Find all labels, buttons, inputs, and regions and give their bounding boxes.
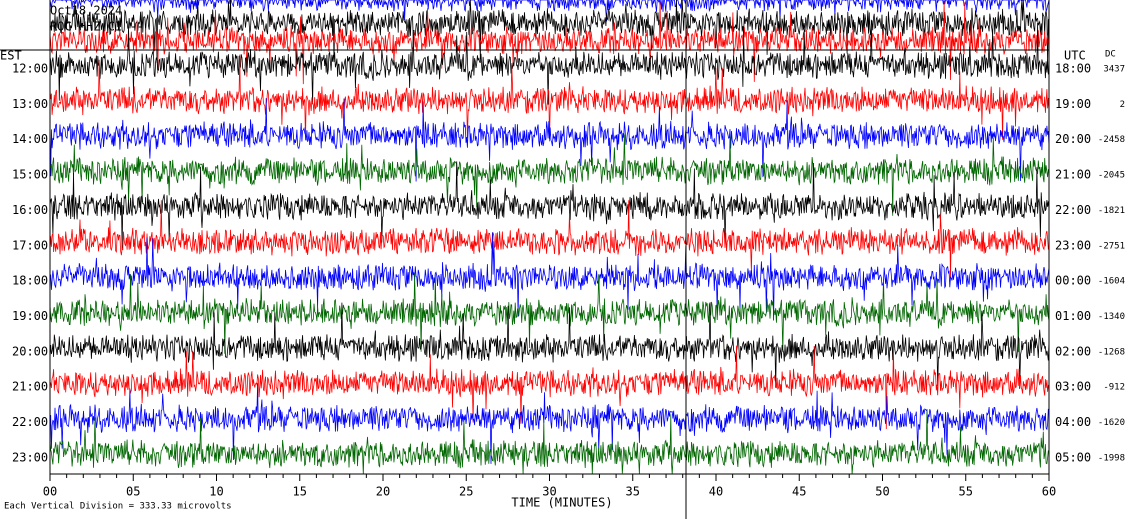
utc-label: 04:00: [1055, 415, 1091, 429]
seismic-trace: [49, 161, 1050, 250]
seismic-trace: [49, 98, 1050, 182]
x-tick-label: 00: [43, 485, 57, 499]
x-tick-label: 55: [959, 485, 973, 499]
utc-label: 18:00: [1055, 62, 1091, 76]
est-label: 16:00: [12, 203, 48, 217]
utc-label: 02:00: [1055, 344, 1091, 358]
dc-value: -2045: [1098, 171, 1125, 181]
est-label: 23:00: [12, 450, 48, 464]
seismic-trace: [49, 0, 1050, 22]
est-label: 17:00: [12, 238, 48, 252]
seismic-trace: [49, 408, 1050, 475]
x-tick-label: 35: [626, 485, 640, 499]
dc-value: -1620: [1098, 418, 1125, 428]
utc-label: 05:00: [1055, 450, 1091, 464]
est-label: 21:00: [12, 380, 48, 394]
utc-label: 21:00: [1055, 168, 1091, 182]
seismic-trace: [49, 232, 1050, 321]
dc-value: -912: [1103, 383, 1125, 393]
dc-value: 2: [1120, 100, 1125, 110]
left-zone: EST: [0, 49, 22, 63]
dc-value: 3437: [1103, 65, 1125, 75]
x-label: TIME (MINUTES): [511, 496, 612, 510]
x-tick-label: 20: [376, 485, 390, 499]
seismic-trace: [49, 134, 1050, 216]
x-tick-label: 25: [459, 485, 473, 499]
est-label: 20:00: [12, 344, 48, 358]
est-label: 18:00: [12, 274, 48, 288]
est-label: 12:00: [12, 62, 48, 76]
dc-label: DC: [1105, 50, 1116, 60]
date: Oct18,2024: [50, 4, 122, 18]
dc-value: -1821: [1098, 206, 1125, 216]
utc-label: 01:00: [1055, 309, 1091, 323]
dc-value: -1268: [1098, 347, 1125, 357]
x-tick-label: 60: [1042, 485, 1056, 499]
seismic-trace: [49, 2, 1050, 85]
seismic-trace: [49, 302, 1050, 389]
est-label: 19:00: [12, 309, 48, 323]
seismic-trace: [49, 200, 1050, 278]
seismic-trace: [49, 345, 1050, 430]
x-tick-label: 15: [293, 485, 307, 499]
right-zone: UTC: [1064, 49, 1086, 63]
dc-value: -2458: [1098, 135, 1125, 145]
est-label: 15:00: [12, 168, 48, 182]
station: ROC HHZ CI --: [50, 20, 144, 34]
x-tick-label: 40: [709, 485, 723, 499]
x-tick-label: 10: [209, 485, 223, 499]
dc-value: -2751: [1098, 241, 1125, 251]
utc-label: 22:00: [1055, 203, 1091, 217]
est-label: 13:00: [12, 97, 48, 111]
utc-label: 03:00: [1055, 380, 1091, 394]
dc-value: -1604: [1098, 277, 1125, 287]
dc-value: -1340: [1098, 312, 1125, 322]
dc-value: -1998: [1098, 453, 1125, 463]
seismic-trace: [49, 383, 1050, 464]
utc-label: 00:00: [1055, 274, 1091, 288]
seismic-trace: [49, 273, 1050, 354]
utc-label: 23:00: [1055, 238, 1091, 252]
x-tick-label: 45: [792, 485, 806, 499]
seismic-trace: [49, 19, 1050, 105]
x-tick-label: 30: [542, 485, 556, 499]
x-tick-label: 50: [875, 485, 889, 499]
est-label: 22:00: [12, 415, 48, 429]
seismic-trace: [49, 54, 1050, 142]
utc-label: 20:00: [1055, 132, 1091, 146]
traces: [49, 0, 1050, 475]
utc-label: 19:00: [1055, 97, 1091, 111]
seismic-trace: [49, 0, 1050, 63]
footnote: Each Vertical Division = 333.33 microvol…: [4, 502, 232, 512]
x-tick-label: 05: [126, 485, 140, 499]
est-label: 14:00: [12, 132, 48, 146]
